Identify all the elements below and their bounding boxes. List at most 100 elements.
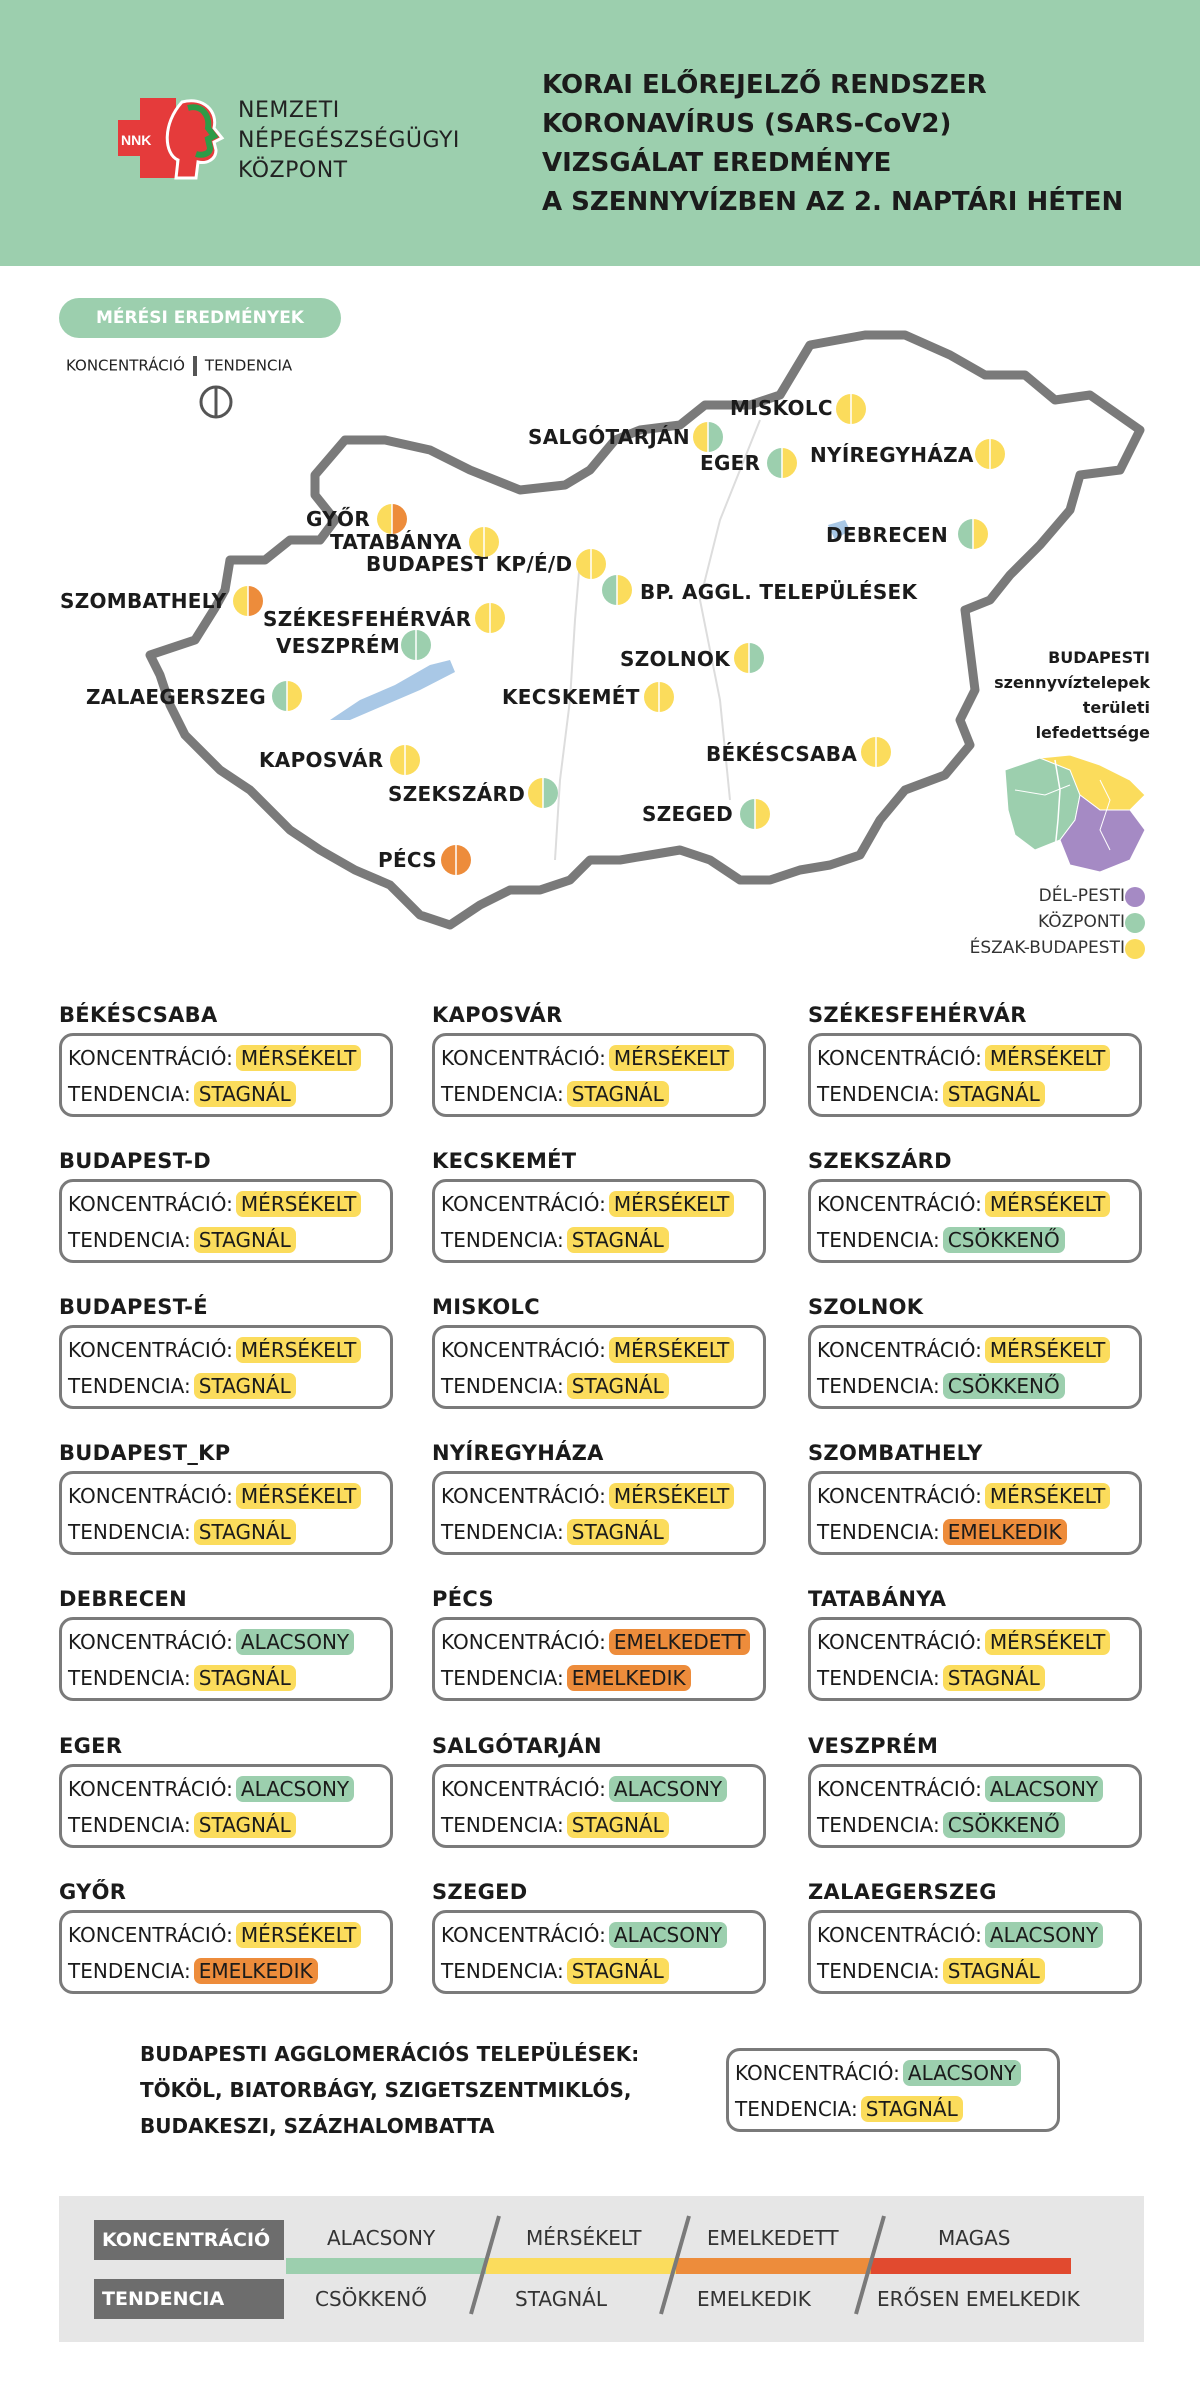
map-city-label: TATABÁNYA <box>330 530 462 554</box>
conc-row: KONCENTRÁCIÓ: MÉRSÉKELT <box>441 1045 735 1071</box>
map-city-label: MISKOLC <box>730 396 833 420</box>
conc-row: KONCENTRÁCIÓ: EMELKEDETT <box>441 1629 751 1655</box>
result-card: KONCENTRÁCIÓ: MÉRSÉKELT TENDENCIA: STAGNÁL <box>432 1033 766 1117</box>
conc-value: MÉRSÉKELT <box>235 1922 362 1948</box>
status-dot-icon <box>232 585 264 617</box>
result-card: KONCENTRÁCIÓ: ALACSONY TENDENCIA: STAGNÁL <box>432 1910 766 1994</box>
conc-value: EMELKEDETT <box>608 1629 751 1655</box>
bp-legend-label: KÖZPONTI <box>1038 912 1125 932</box>
logo-text: NNK <box>121 132 151 148</box>
card-title: VESZPRÉM <box>808 1734 939 1758</box>
legend-trend-level: EMELKEDIK <box>697 2287 811 2311</box>
trend-row: TENDENCIA: STAGNÁL <box>817 1958 1045 1984</box>
agg-line: TÖKÖL, BIATORBÁGY, SZIGETSZENTMIKLÓS, <box>140 2078 632 2102</box>
map-city-label: SZEKSZÁRD <box>388 782 526 806</box>
result-card: KONCENTRÁCIÓ: ALACSONY TENDENCIA: STAGNÁL <box>432 1764 766 1848</box>
map-city-label: PÉCS <box>378 848 437 872</box>
map-city-label: SZOLNOK <box>620 647 730 671</box>
legend-trend-level: CSÖKKENŐ <box>315 2287 427 2311</box>
legend-bar-green <box>286 2258 486 2274</box>
legend-dividers <box>469 2215 886 2315</box>
card-title: BÉKÉSCSABA <box>59 1003 218 1027</box>
map-city-label: DEBRECEN <box>826 523 949 547</box>
trend-row: TENDENCIA: STAGNÁL <box>441 1373 669 1399</box>
result-card: KONCENTRÁCIÓ: MÉRSÉKELT TENDENCIA: STAGNÁL <box>432 1179 766 1263</box>
conc-row: KONCENTRÁCIÓ: ALACSONY <box>68 1776 355 1802</box>
trend-value: STAGNÁL <box>193 1519 296 1545</box>
card-title: MISKOLC <box>432 1295 540 1319</box>
org-line: NEMZETI <box>238 98 340 123</box>
trend-row: TENDENCIA: STAGNÁL <box>817 1081 1045 1107</box>
card-title: SZEKSZÁRD <box>808 1149 952 1173</box>
trend-row: TENDENCIA: CSÖKKENŐ <box>817 1373 1065 1399</box>
map-city-label: EGER <box>700 451 761 475</box>
result-card: KONCENTRÁCIÓ: MÉRSÉKELT TENDENCIA: STAGNÁL <box>432 1471 766 1555</box>
conc-value: ALACSONY <box>608 1922 728 1948</box>
map-city-label: SZÉKESFEHÉRVÁR <box>263 607 472 631</box>
result-card: KONCENTRÁCIÓ: ALACSONY TENDENCIA: STAGNÁL <box>808 1910 1142 1994</box>
card-title: EGER <box>59 1734 123 1758</box>
conc-row: KONCENTRÁCIÓ: MÉRSÉKELT <box>68 1922 362 1948</box>
result-card: KONCENTRÁCIÓ: MÉRSÉKELT TENDENCIA: CSÖKKENŐ <box>808 1325 1142 1409</box>
conc-row: KONCENTRÁCIÓ: ALACSONY <box>441 1776 728 1802</box>
conc-value: MÉRSÉKELT <box>235 1483 362 1509</box>
conc-row: KONCENTRÁCIÓ: MÉRSÉKELT <box>817 1483 1111 1509</box>
trend-value: EMELKEDIK <box>193 1958 318 1984</box>
card-title: PÉCS <box>432 1587 494 1611</box>
status-dot-icon <box>468 526 500 558</box>
trend-row: TENDENCIA: STAGNÁL <box>68 1227 296 1253</box>
result-card: KONCENTRÁCIÓ: MÉRSÉKELT TENDENCIA: CSÖKKENŐ <box>808 1179 1142 1263</box>
result-card: KONCENTRÁCIÓ: MÉRSÉKELT TENDENCIA: EMELKEDI… <box>808 1471 1142 1555</box>
conc-row: KONCENTRÁCIÓ: MÉRSÉKELT <box>817 1191 1111 1217</box>
dot-legend-trend: TENDENCIA <box>204 356 293 375</box>
conc-row: KONCENTRÁCIÓ: MÉRSÉKELT <box>68 1483 362 1509</box>
trend-value: STAGNÁL <box>566 1812 669 1838</box>
conc-value: MÉRSÉKELT <box>984 1629 1111 1655</box>
status-dot-icon <box>733 642 765 674</box>
conc-value: ALACSONY <box>235 1776 355 1802</box>
header-banner: NNK NEMZETI NÉPEGÉSZSÉGÜGYI KÖZPONT KORA… <box>0 0 1200 266</box>
map-city-label: BP. AGGL. TELEPÜLÉSEK <box>640 580 918 604</box>
agg-line: BUDAPESTI AGGLOMERÁCIÓS TELEPÜLÉSEK: <box>140 2042 640 2066</box>
bp-legend-label: ÉSZAK-BUDAPESTI <box>969 938 1125 958</box>
trend-value: CSÖKKENŐ <box>942 1812 1065 1838</box>
status-dot-icon <box>974 438 1006 470</box>
legend-conc-level: MAGAS <box>938 2226 1011 2250</box>
conc-value: ALACSONY <box>902 2060 1022 2086</box>
conc-row: KONCENTRÁCIÓ: MÉRSÉKELT <box>441 1483 735 1509</box>
result-card: KONCENTRÁCIÓ: MÉRSÉKELT TENDENCIA: STAGNÁL <box>808 1033 1142 1117</box>
trend-row: TENDENCIA: EMELKEDIK <box>68 1958 318 1984</box>
card-title: BUDAPEST-É <box>59 1295 208 1319</box>
conc-row: KONCENTRÁCIÓ: ALACSONY <box>817 1922 1104 1948</box>
trend-value: STAGNÁL <box>566 1519 669 1545</box>
trend-row: TENDENCIA: STAGNÁL <box>817 1665 1045 1691</box>
trend-value: CSÖKKENŐ <box>942 1373 1065 1399</box>
map-city-label: VESZPRÉM <box>276 634 401 658</box>
legend-conc-level: ALACSONY <box>327 2226 436 2250</box>
status-dot-icon <box>692 421 724 453</box>
result-card: KONCENTRÁCIÓ: MÉRSÉKELT TENDENCIA: STAGNÁL <box>808 1617 1142 1701</box>
result-card: KONCENTRÁCIÓ: MÉRSÉKELT TENDENCIA: EMELKEDI… <box>59 1910 393 1994</box>
conc-value: ALACSONY <box>984 1922 1104 1948</box>
conc-value: MÉRSÉKELT <box>235 1191 362 1217</box>
result-card: KONCENTRÁCIÓ: ALACSONY TENDENCIA: CSÖKKENŐ <box>808 1764 1142 1848</box>
result-card: KONCENTRÁCIÓ: MÉRSÉKELT TENDENCIA: STAGNÁL <box>59 1471 393 1555</box>
bp-title-line: lefedettsége <box>1035 723 1150 742</box>
legend-bar-orange <box>676 2258 871 2274</box>
map-city-label: GYŐR <box>306 507 371 531</box>
conc-value: MÉRSÉKELT <box>608 1045 735 1071</box>
card-title: KAPOSVÁR <box>432 1003 563 1027</box>
trend-row: TENDENCIA: STAGNÁL <box>68 1812 296 1838</box>
legend-conc-level: EMELKEDETT <box>707 2226 839 2250</box>
trend-row: TENDENCIA: STAGNÁL <box>68 1665 296 1691</box>
card-title: NYÍREGYHÁZA <box>432 1441 604 1465</box>
card-title: BUDAPEST_KP <box>59 1441 231 1465</box>
conc-row: KONCENTRÁCIÓ: MÉRSÉKELT <box>817 1629 1111 1655</box>
nnk-logo-icon: NNK <box>118 98 225 180</box>
river <box>698 419 761 801</box>
trend-row: TENDENCIA: STAGNÁL <box>441 1227 669 1253</box>
legend-trend-head: TENDENCIA <box>94 2279 284 2319</box>
conc-value: MÉRSÉKELT <box>984 1045 1111 1071</box>
trend-value: STAGNÁL <box>193 1812 296 1838</box>
scale-legend: KONCENTRÁCIÓ TENDENCIA ALACSONY MÉRSÉKEL… <box>59 2196 1144 2342</box>
